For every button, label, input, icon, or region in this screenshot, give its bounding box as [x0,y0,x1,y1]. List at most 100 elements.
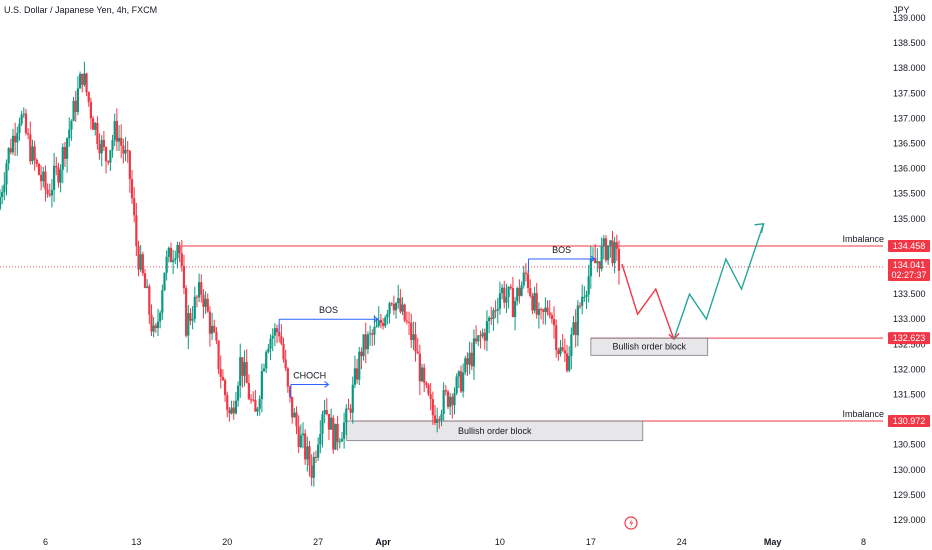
candle-body [381,323,385,327]
candle-body [453,393,456,406]
candle-body [433,415,437,423]
candle [581,284,584,315]
candle-body [11,135,15,153]
candle-body [513,300,517,318]
candle-body [163,272,166,291]
candle [496,297,499,324]
flash-icon[interactable] [624,516,638,530]
candle-body [122,145,125,154]
candle [291,396,294,424]
candle-body [524,272,528,274]
candle-body [59,169,62,183]
candle-body [494,310,497,312]
candle-body [135,215,138,247]
candle [55,156,58,176]
candle-body [533,293,536,311]
x-tick-label: 24 [677,537,687,547]
candle [14,122,17,157]
candle [466,352,469,376]
candle [100,135,103,167]
candle-body [438,419,441,421]
candle [602,235,605,260]
candle-body [377,320,380,327]
candle-body [418,353,421,382]
candle [223,378,227,402]
candle [299,424,302,449]
candle-body [405,320,408,322]
candle [195,294,199,308]
candle [87,91,90,107]
candle [526,270,530,294]
candle-body [583,296,586,298]
candle-body [581,296,584,306]
candle [5,159,8,196]
candle-body [496,308,499,311]
price-tag-label: 130.972 [893,416,926,426]
candle [176,241,179,269]
bos-2-label: BOS [552,245,571,255]
candle-body [613,242,616,264]
candle-body [239,357,242,386]
candle [488,315,491,334]
candle-body [252,399,255,401]
candle [585,290,588,309]
candle-body [490,317,493,320]
candle [94,121,97,136]
candle [117,125,121,152]
y-tick-label: 139.000 [893,13,926,23]
candle [524,263,528,282]
candle-body [275,328,279,333]
candle [167,246,170,263]
candle-body [327,414,331,430]
candle [607,245,610,265]
y-tick-label: 136.000 [893,164,926,174]
candle [137,240,140,277]
candle-body [107,161,110,163]
candle-body [544,307,547,312]
candle-body [466,358,469,365]
candle [280,324,283,346]
candle-body [604,238,608,261]
candle-body [98,143,101,154]
candle-body [602,238,605,247]
candle-body [178,244,181,254]
candle [360,347,363,370]
candle [107,160,110,166]
candle-body [256,408,259,412]
candle [228,406,231,422]
candle-body [429,394,432,400]
candle [256,407,259,417]
candle [135,202,138,257]
candle [330,408,333,430]
candle [44,165,47,202]
candle [22,107,25,118]
candle [109,149,112,172]
candle-body [83,73,86,85]
candle [362,334,365,361]
candle [219,355,222,389]
candle [492,307,495,331]
candle-body [198,282,201,298]
price-tag: 130.972 [888,414,930,427]
candle [507,286,510,309]
candle [355,358,359,384]
candle [576,300,579,347]
candle-body [609,240,612,246]
candle-body [492,310,495,320]
candle-body [100,139,103,154]
candle-body [399,298,402,312]
candle [232,400,235,420]
candle-body [364,334,367,350]
candle [249,394,253,404]
candle-body [165,256,168,273]
candle [163,272,166,292]
candle [416,337,419,354]
candle-body [200,282,203,295]
candle [275,324,279,344]
candle-body [50,189,54,196]
candle [234,391,237,415]
candle [312,452,315,487]
candle-body [33,146,36,160]
candle [475,325,478,344]
